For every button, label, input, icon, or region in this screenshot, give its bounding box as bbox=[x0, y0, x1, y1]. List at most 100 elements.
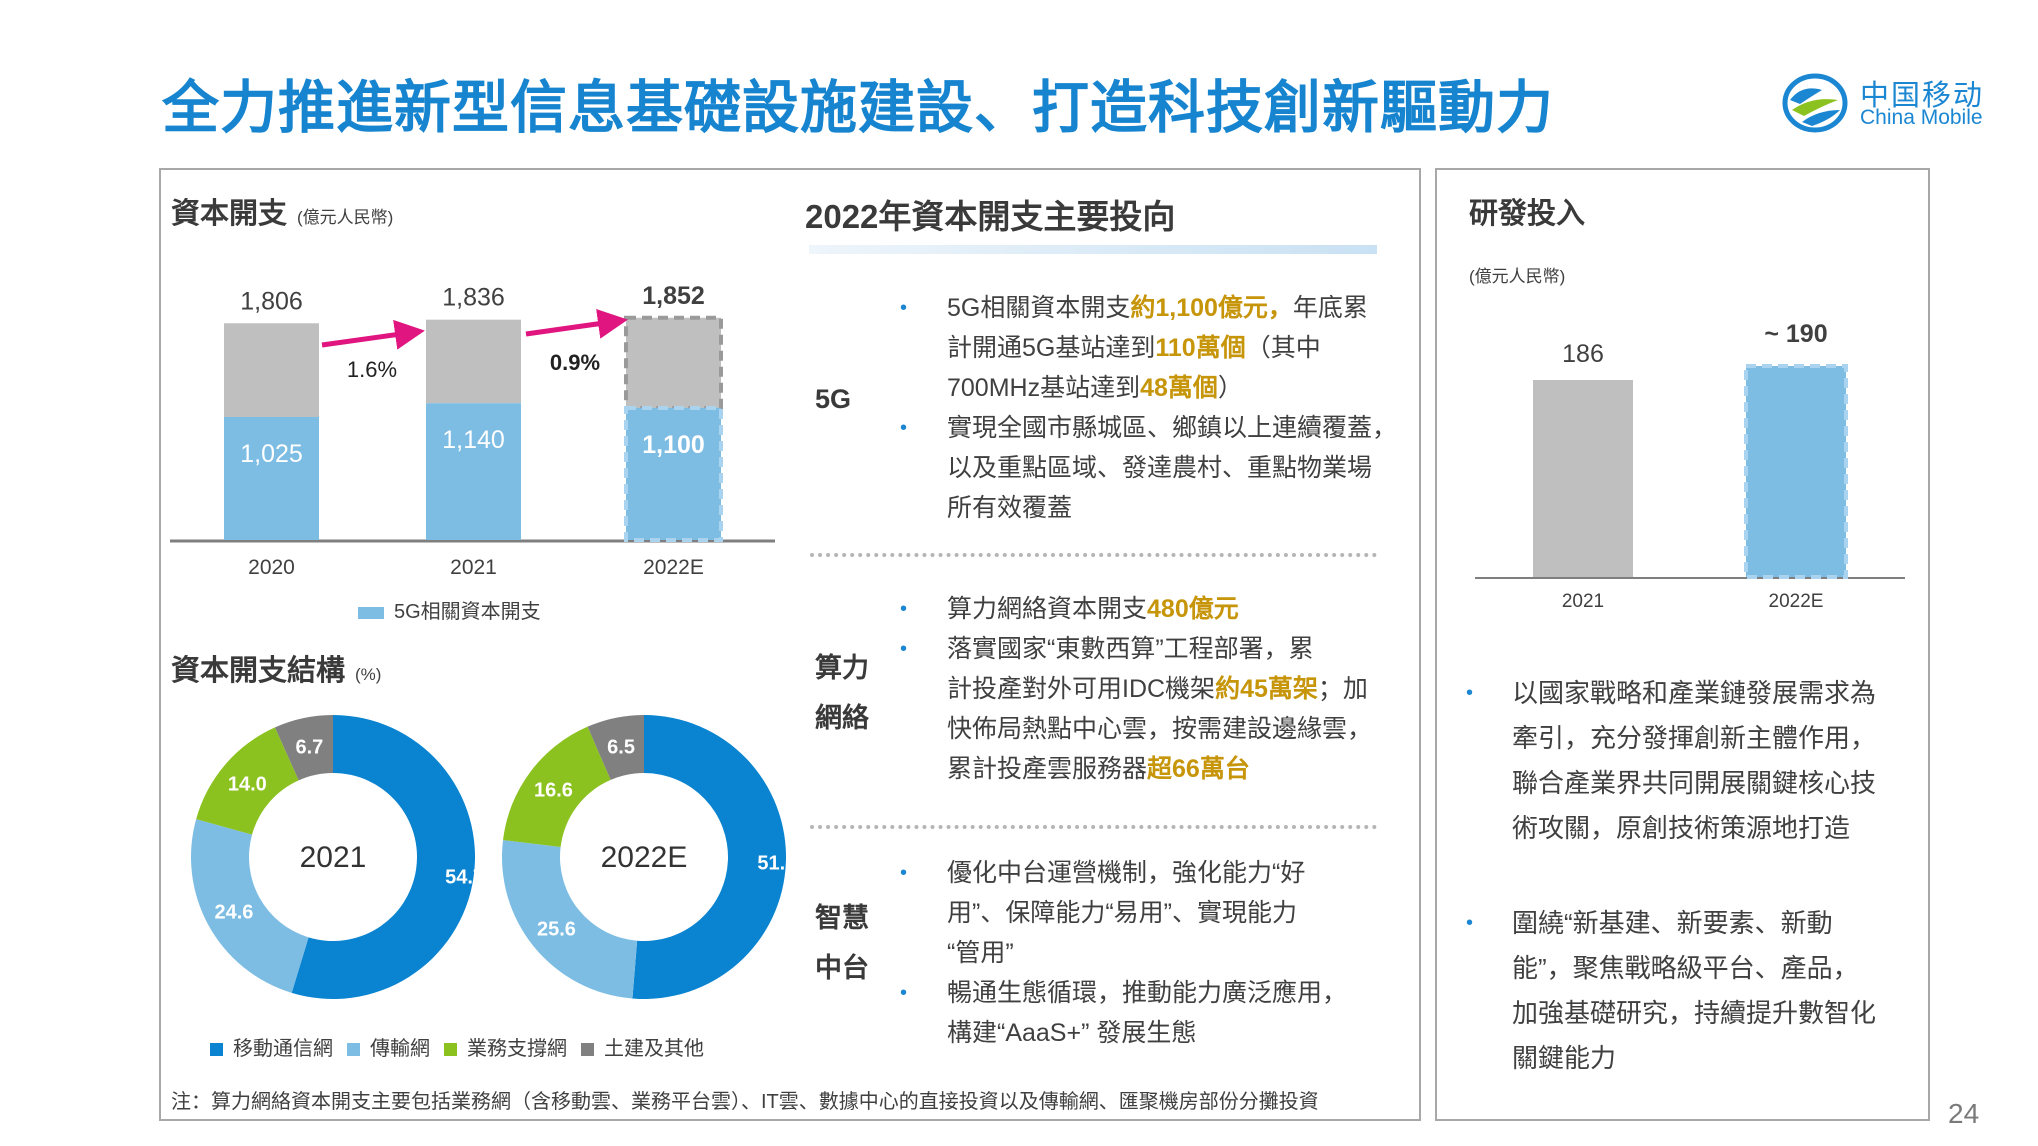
body-text: 算力網絡資本開支 bbox=[947, 595, 1148, 623]
donut-slice-土建及其他 bbox=[587, 715, 644, 780]
slice-value-label: 25.6 bbox=[537, 918, 576, 940]
china-mobile-logo: 中国移动 China Mobile bbox=[1782, 70, 1992, 136]
page-title: 全力推進新型信息基礎設施建設、打造科技創新驅動力 bbox=[162, 76, 1554, 140]
legend-label-5g: 5G相關資本開支 bbox=[394, 601, 541, 623]
body-text: 牽引，充分發揮創新主體作用， bbox=[1512, 723, 1877, 753]
body-text: ；加 bbox=[1317, 675, 1368, 703]
body-text: 實現全國市縣城區、鄉鎮以上連續覆蓋， bbox=[947, 414, 1398, 442]
donut-slice-傳輸網 bbox=[502, 840, 638, 999]
text-line: 能”，聚焦戰略級平台、產品， bbox=[1512, 946, 1876, 991]
body-text: 計投產對外可用IDC機架 bbox=[947, 675, 1216, 703]
bullet-icon: • bbox=[1466, 682, 1474, 704]
rnd-title: 研發投入 bbox=[1469, 198, 1586, 230]
bar-other-2021 bbox=[426, 319, 521, 404]
text-line: 構建“AaaS+” 發展生態 bbox=[947, 1013, 1347, 1053]
text-line: 累計投產雲服務器超66萬台 bbox=[947, 749, 1372, 789]
bar-other-2022E bbox=[624, 315, 723, 410]
donut-slice-土建及其他 bbox=[274, 715, 333, 781]
body-text: 700MHz基站達到 bbox=[947, 374, 1141, 402]
body-text: 暢通生態循環，推動能力廣泛應用， bbox=[947, 979, 1348, 1007]
text-line: 關鍵能力 bbox=[1512, 1036, 1876, 1081]
legend-swatch bbox=[581, 1043, 594, 1057]
total-label: 1,836 bbox=[442, 284, 505, 312]
text-line: 以及重點區域、發達農村、重點物業場 bbox=[947, 448, 1397, 488]
rnd-bar-2021 bbox=[1533, 380, 1633, 577]
body-text: 所有效覆蓋 bbox=[947, 494, 1073, 522]
donut-slice-傳輸網 bbox=[191, 819, 309, 993]
body-text: 5G相關資本開支 bbox=[947, 294, 1131, 322]
body-text: 術攻關，原創技術策源地打造 bbox=[1512, 813, 1851, 843]
section-label-line: 中台 bbox=[815, 953, 869, 983]
bullet-icon: • bbox=[900, 862, 908, 884]
section-middle-platform-text: • 優化中台運營機制，強化能力“好 用”、保障能力“易用”、實現能力 “管用” • 暢通… bbox=[900, 853, 1348, 1053]
slice-value-label: 14.0 bbox=[228, 773, 267, 795]
text-line: 快佈局熱點中心雲，按需建設邊緣雲， bbox=[947, 709, 1372, 749]
capex-unit: (億元人民幣) bbox=[297, 208, 394, 227]
slice-value-label: 24.6 bbox=[215, 901, 254, 923]
capex-legend: 5G相關資本開支 bbox=[358, 595, 541, 624]
legend-label: 業務支撐網 bbox=[467, 1038, 567, 1060]
text-line: 計投產對外可用IDC機架約45萬架；加 bbox=[947, 669, 1372, 709]
capex-title: 資本開支 (億元人民幣) bbox=[171, 190, 393, 232]
rnd-bullet-item: • 圍繞“新基建、新要素、新動 能”，聚焦戰略級平台、產品， 加強基礎研究，持續提升數… bbox=[1466, 901, 1876, 1081]
text-line: • 以國家戰略和產業鏈發展需求為 bbox=[1466, 671, 1876, 716]
section-label-line: 智慧 bbox=[815, 903, 869, 933]
text-line: 計開通5G基站達到110萬個（其中 bbox=[947, 328, 1397, 368]
legend-item: 傳輸網 bbox=[347, 1032, 430, 1061]
legend-swatch bbox=[444, 1043, 457, 1057]
footnote: 注：算力網絡資本開支主要包括業務網（含移動雲、業務平台雲）、IT雲、數據中心的直… bbox=[171, 1091, 1319, 1113]
text-line: 700MHz基站達到48萬個） bbox=[947, 368, 1397, 408]
rnd-bullet-item: • 以國家戰略和產業鏈發展需求為牽引，充分發揮創新主體作用， 聯合產業界共同開展關鍵… bbox=[1466, 671, 1876, 851]
growth-label: 1.6% bbox=[347, 357, 397, 382]
text-line: • 圍繞“新基建、新要素、新動 bbox=[1466, 901, 1876, 946]
highlight-text: 480億元 bbox=[1147, 595, 1239, 623]
growth-label: 0.9% bbox=[550, 350, 600, 375]
bullet-icon: • bbox=[900, 417, 908, 439]
logo-text-cn: 中国移动 bbox=[1860, 80, 1985, 112]
legend-label: 傳輸網 bbox=[370, 1038, 430, 1060]
body-text: 聯合產業界共同開展關鍵核心技 bbox=[1512, 768, 1877, 798]
body-text: 以及重點區域、發達農村、重點物業場 bbox=[947, 454, 1373, 482]
section-5g-text: • 5G相關資本開支約1,100億元，年底累 計開通5G基站達到110萬個（其中 70… bbox=[900, 288, 1398, 528]
body-text: （其中 bbox=[1245, 334, 1321, 362]
x-tick-label: 2020 bbox=[248, 556, 295, 579]
text-line: 所有效覆蓋 bbox=[947, 488, 1397, 528]
capex-panel bbox=[159, 168, 1421, 1121]
rnd-unit: (億元人民幣) bbox=[1469, 267, 1566, 286]
logo-text-en: China Mobile bbox=[1860, 106, 1983, 129]
text-line: 聯合產業界共同開展關鍵核心技 bbox=[1512, 761, 1876, 806]
text-line: • 5G相關資本開支約1,100億元，年底累 bbox=[900, 288, 1397, 328]
growth-arrow bbox=[525, 308, 628, 339]
capex-bar-chart: 1,806 1,025 2020 1,836 1,140 2021 1,852 1,100 20… bbox=[170, 282, 775, 579]
donut-slice-移動通信網 bbox=[291, 715, 475, 999]
highlight-text: 48萬個 bbox=[1140, 374, 1218, 402]
capex-title-text: 資本開支 bbox=[171, 198, 288, 230]
section-label-5g: 5G bbox=[815, 374, 851, 424]
text-line: 牽引，充分發揮創新主體作用， bbox=[1512, 716, 1876, 761]
body-text: 落實國家“東數西算”工程部署，累 bbox=[947, 635, 1314, 663]
legend-swatch-5g bbox=[358, 606, 384, 619]
body-text: “管用” bbox=[947, 939, 1014, 967]
legend-swatch bbox=[210, 1043, 223, 1057]
section-label-line: 算力 bbox=[815, 653, 869, 683]
text-line: • 實現全國市縣城區、鄉鎮以上連續覆蓋， bbox=[900, 408, 1398, 448]
section-label-line: 5G bbox=[815, 384, 852, 414]
bar-other-2020 bbox=[224, 323, 319, 417]
legend-swatch bbox=[347, 1043, 360, 1057]
body-text: 構建“AaaS+” 發展生態 bbox=[947, 1019, 1197, 1047]
highlight-text: 約45萬架 bbox=[1215, 675, 1318, 703]
donut-slice-業務支撐網 bbox=[503, 726, 611, 847]
5g-value-label: 1,100 bbox=[642, 431, 705, 459]
text-line: • 暢通生態循環，推動能力廣泛應用， bbox=[900, 973, 1348, 1013]
body-text: 快佈局熱點中心雲，按需建設邊緣雲， bbox=[947, 715, 1373, 743]
x-tick-label: 2021 bbox=[450, 556, 497, 579]
legend-label: 移動通信網 bbox=[233, 1038, 333, 1060]
structure-legend: 移動通信網 傳輸網 業務支撐網 土建及其他 bbox=[210, 1032, 718, 1061]
legend-item: 移動通信網 bbox=[210, 1032, 333, 1061]
bullet-icon: • bbox=[900, 598, 908, 620]
structure-donut-chart: 54.7 24.6 14.0 6.7 2021 51.3 25.6 16.6 6.5 2022E bbox=[191, 715, 796, 999]
section-divider bbox=[810, 553, 1377, 557]
x-tick-label: 2022E bbox=[1769, 591, 1824, 612]
heading-underline bbox=[809, 245, 1377, 254]
section-label-line: 網絡 bbox=[815, 703, 869, 733]
